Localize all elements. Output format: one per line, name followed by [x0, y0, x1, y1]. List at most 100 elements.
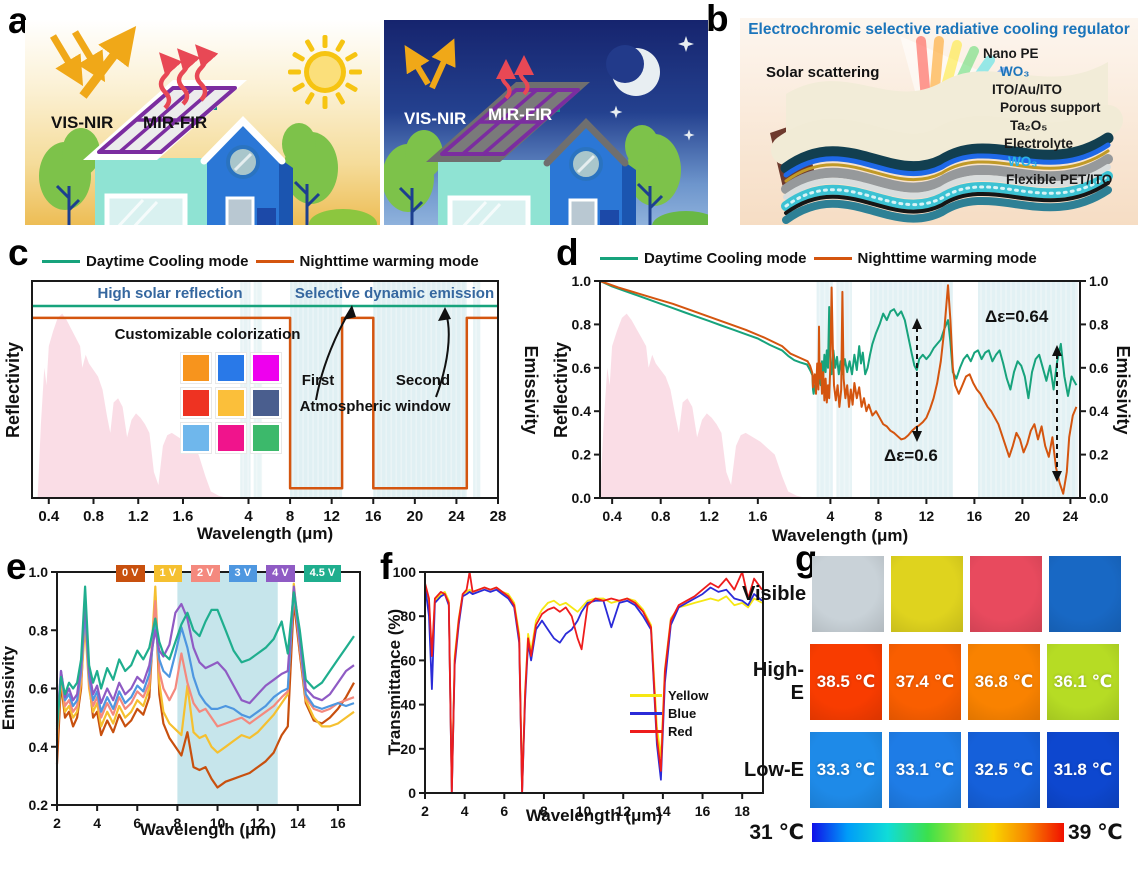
- color-swatch: [181, 423, 211, 453]
- x-tick-label: 1.2: [700, 508, 720, 524]
- voltage-emissivity-chart: 2 4 6 8 10 12 14 16 0.2 0.4 0.6 0.8 1.0: [29, 564, 361, 831]
- legend-item-Nighttime warming mode: Nighttime warming mode: [813, 250, 1037, 267]
- x-tick-label: 1.6: [748, 508, 768, 524]
- night-scene-illustration: VIS-NIR MIR-FIR: [384, 20, 708, 225]
- second-window-label: Second: [395, 372, 451, 389]
- atmospheric-window-band: [870, 281, 953, 498]
- y-tick-label: 0.8: [29, 622, 49, 638]
- legend-chip-0 V: 0 V: [116, 565, 145, 582]
- solar-spectrum-area: [600, 313, 807, 498]
- legend-line-swatch: [255, 260, 294, 263]
- y-tick-label: 1.0: [572, 273, 592, 289]
- y-tick-label: 60: [400, 652, 416, 668]
- x-tick-label: 8: [286, 508, 294, 525]
- x-tick-label: 4: [93, 815, 101, 831]
- visible-sample-cell: [891, 556, 964, 632]
- x-tick-label: 16: [330, 815, 346, 831]
- layer-label-5: Ta₂O₅: [1010, 118, 1048, 133]
- y-tick-label: 20: [400, 741, 416, 757]
- f-xaxis-title: Wavelength (μm): [525, 806, 663, 825]
- thermal-cell: 32.5 ℃: [968, 732, 1040, 808]
- thermal-row-High-E: High-E 38.5 ℃ 37.4 ℃ 36.8 ℃ 36.1 ℃: [742, 644, 1128, 720]
- layer-label-1: Nano PE: [983, 46, 1039, 61]
- legend-line-swatch: [630, 730, 662, 733]
- d-xaxis-title: Wavelength (μm): [771, 526, 909, 545]
- y-tick-label: 0.2: [572, 447, 592, 463]
- y-tick-label: 0.6: [29, 681, 49, 697]
- layer-label-7: WO₃: [1008, 154, 1038, 169]
- night-vis-nir-label: VIS-NIR: [404, 109, 466, 128]
- legend-panel-d: Daytime Cooling mode Nighttime warming mo…: [600, 250, 1037, 267]
- measured-spectrum-chart: 0.4 0.8 1.2 1.6 4 8 12 16 20 24 0.0 0.0 0.2 0.2 0.4 0.4…: [572, 273, 1109, 524]
- panel-b-title: Electrochromic selective radiative cooli…: [748, 21, 1130, 38]
- visible-sample-cell: [1049, 556, 1121, 632]
- delta-epsilon-arrows: [912, 318, 1062, 482]
- y-tick-label: 0.8: [572, 316, 592, 332]
- y-tick-label: 0: [408, 785, 416, 801]
- thermal-cell: 36.1 ℃: [1047, 644, 1119, 720]
- customizable-colorization-label: Customizable colorization: [114, 326, 301, 343]
- x-tick-label: 1.2: [128, 508, 149, 525]
- layer-stack: [771, 62, 1123, 224]
- x-tick-label: 16: [365, 508, 382, 525]
- selective-emission-arrows: [315, 305, 451, 401]
- series-4.5 V: [55, 585, 355, 730]
- d-yaxis-right-title: Emissivity: [1113, 345, 1133, 435]
- visible-sample-cell: [812, 556, 885, 632]
- y-tick-label: 0.6: [1089, 360, 1109, 376]
- legend-chip-4.5 V: 4.5 V: [303, 565, 342, 582]
- x-tick-label: 1.6: [173, 508, 194, 525]
- atmospheric-window-label: Atmospheric window: [299, 398, 451, 415]
- visible-sample-cell: [970, 556, 1043, 632]
- high-solar-reflection-label: High solar reflection: [97, 285, 243, 302]
- device-structure-illustration: Electrochromic selective radiative cooli…: [740, 18, 1138, 225]
- x-tick-label: 4: [461, 803, 469, 819]
- x-tick-label: 20: [406, 508, 423, 525]
- y-tick-label: 0.4: [572, 403, 592, 419]
- day-vis-nir-label: VIS-NIR: [51, 113, 113, 132]
- legend-item-Daytime Cooling mode: Daytime Cooling mode: [42, 253, 249, 270]
- mir-fir-waves-icon: [496, 55, 534, 100]
- series-Yellow: [424, 586, 763, 790]
- solar-spectrum-area: [37, 313, 228, 498]
- x-tick-label: 10: [576, 803, 592, 819]
- color-swatch: [216, 353, 246, 383]
- legend-line-swatch: [630, 712, 662, 715]
- c-yaxis-right-title: Emissivity: [521, 345, 541, 435]
- legend-item-Blue: Blue: [630, 706, 708, 721]
- series-Nighttime warming mode: [32, 316, 498, 490]
- row-label: Visible: [742, 582, 807, 605]
- row-label: High-E: [752, 659, 804, 704]
- color-swatch: [216, 388, 246, 418]
- vis-nir-arrows-icon: [404, 38, 456, 90]
- legend-chip-3 V: 3 V: [228, 565, 258, 582]
- y-tick-label: 0.0: [572, 490, 592, 506]
- legend-item-Yellow: Yellow: [630, 688, 708, 703]
- y-tick-label: 40: [400, 697, 416, 713]
- delta-e-06-label: Δε=0.6: [884, 446, 938, 465]
- layer-label-4: Porous support: [1000, 100, 1101, 115]
- color-swatch: [216, 423, 246, 453]
- x-tick-label: 8: [540, 803, 548, 819]
- x-tick-label: 0.8: [83, 508, 104, 525]
- colorbar-max-label: 39 ℃: [1068, 821, 1123, 844]
- color-swatch: [251, 388, 281, 418]
- panel-label-f: f: [380, 546, 393, 587]
- vis-nir-arrows-icon: [49, 25, 137, 99]
- thermal-cell: 37.4 ℃: [889, 644, 961, 720]
- layer-label-6: Electrolyte: [1004, 136, 1074, 151]
- e-xaxis-title: Wavelength (μm): [139, 820, 277, 839]
- color-swatch-grid: [181, 353, 281, 453]
- series-Red: [424, 571, 763, 794]
- x-tick-label: 24: [448, 508, 465, 525]
- colorbar-min-label: 31 ℃: [749, 821, 804, 844]
- x-tick-label: 4: [244, 508, 253, 525]
- solar-scattering-label: Solar scattering: [766, 64, 880, 81]
- color-swatch: [251, 423, 281, 453]
- layer-label-2: WO₃: [1000, 64, 1030, 79]
- x-tick-label: 10: [210, 815, 226, 831]
- legend-item-Nighttime warming mode: Nighttime warming mode: [255, 253, 479, 270]
- x-tick-label: 28: [490, 508, 507, 525]
- x-tick-label: 0.4: [602, 508, 622, 524]
